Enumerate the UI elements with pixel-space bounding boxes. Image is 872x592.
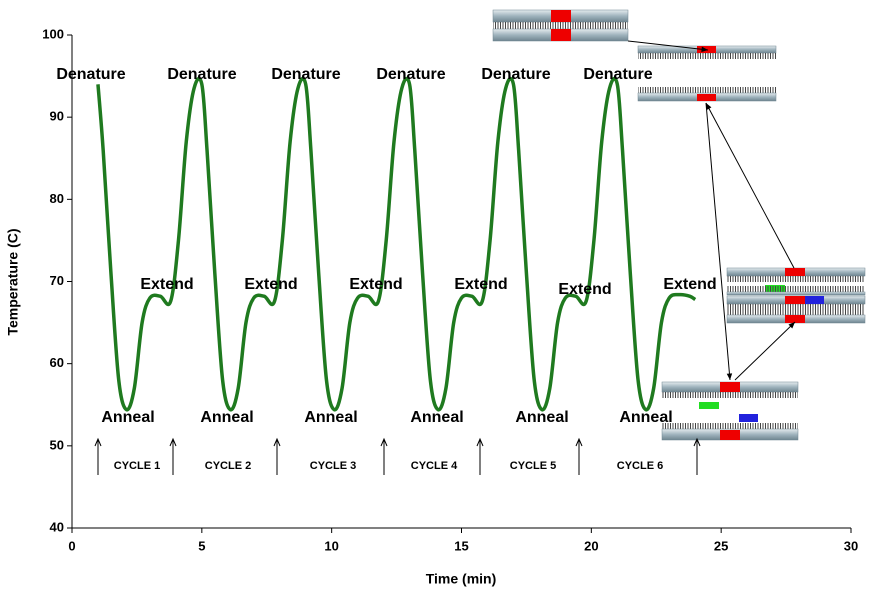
denature-label: Denature	[376, 66, 445, 83]
anneal-label: Anneal	[619, 409, 672, 426]
y-tick-label: 50	[50, 437, 64, 452]
extend-label: Extend	[140, 276, 193, 293]
extend-label: Extend	[349, 276, 402, 293]
extend-label: Extend	[663, 276, 716, 293]
dna-bases	[727, 286, 865, 292]
cycle-arrowhead	[94, 437, 102, 447]
dna-region	[785, 296, 805, 304]
x-axis-title: Time (min)	[426, 571, 497, 587]
dna-bases	[727, 276, 865, 282]
cycle-label: CYCLE 3	[310, 460, 356, 472]
cycle-arrowhead	[380, 437, 388, 447]
y-axis-title: Temperature (C)	[5, 228, 21, 335]
cycle-arrowhead	[273, 437, 281, 447]
diagram-arrow	[627, 40, 709, 51]
dna-region	[720, 430, 740, 440]
diagram-arrowhead	[788, 322, 795, 329]
x-tick-label: 15	[454, 538, 468, 553]
dna-bases	[727, 310, 865, 315]
x-tick-label: 0	[68, 538, 75, 553]
dna-diagrams	[492, 9, 866, 441]
x-tick-label: 10	[324, 538, 338, 553]
cycle-label: CYCLE 1	[114, 460, 160, 472]
denature-label: Denature	[481, 66, 550, 83]
dna-bases	[662, 423, 798, 429]
cycle-label: CYCLE 6	[617, 460, 663, 472]
y-tick-label: 80	[50, 191, 64, 206]
cycle-arrowhead	[693, 437, 701, 447]
diagram-arrowhead	[726, 373, 733, 380]
dna-region	[785, 268, 805, 276]
dna-region	[697, 94, 716, 101]
denature-label: Denature	[167, 66, 236, 83]
dna-region	[805, 296, 824, 304]
dna-bases	[638, 87, 776, 93]
y-tick-label: 100	[42, 26, 64, 41]
diagram-arrow	[705, 102, 731, 381]
anneal-label: Anneal	[304, 409, 357, 426]
anneal-label: Anneal	[200, 409, 253, 426]
extend-label: Extend	[244, 276, 297, 293]
cycle-label: CYCLE 4	[411, 460, 458, 472]
dna-bases	[727, 304, 865, 310]
dna-region	[551, 29, 571, 41]
cycle-arrowhead	[476, 437, 484, 447]
diagram-arrow	[734, 321, 796, 381]
dna-region	[785, 315, 805, 323]
dna-bases	[493, 22, 628, 29]
cycle-label: CYCLE 5	[510, 460, 556, 472]
x-tick-label: 20	[584, 538, 598, 553]
denature-label: Denature	[583, 66, 652, 83]
diagram-arrow	[705, 102, 795, 269]
y-tick-label: 60	[50, 355, 64, 370]
dna-region	[739, 414, 758, 422]
dna-region	[699, 402, 719, 409]
cycle-label: CYCLE 2	[205, 460, 251, 472]
denature-label: Denature	[56, 66, 125, 83]
diagram-arrowhead	[706, 103, 712, 110]
dna-bases	[638, 53, 776, 59]
dna-region	[720, 382, 740, 392]
y-tick-label: 40	[50, 519, 64, 534]
y-tick-label: 70	[50, 273, 64, 288]
extend-label: Extend	[558, 281, 611, 298]
denature-label: Denature	[271, 66, 340, 83]
x-tick-label: 30	[844, 538, 858, 553]
anneal-label: Anneal	[101, 409, 154, 426]
dna-strand	[726, 291, 866, 296]
dna-bases	[662, 392, 798, 398]
y-tick-label: 90	[50, 109, 64, 124]
x-tick-label: 5	[198, 538, 205, 553]
anneal-label: Anneal	[515, 409, 568, 426]
extend-label: Extend	[454, 276, 507, 293]
cycle-arrowhead	[169, 437, 177, 447]
temperature-line	[96, 76, 697, 412]
anneal-label: Anneal	[410, 409, 463, 426]
dna-region	[551, 10, 571, 22]
diagram-arrowhead	[701, 46, 708, 52]
cycle-arrowhead	[575, 437, 583, 447]
x-tick-label: 25	[714, 538, 728, 553]
